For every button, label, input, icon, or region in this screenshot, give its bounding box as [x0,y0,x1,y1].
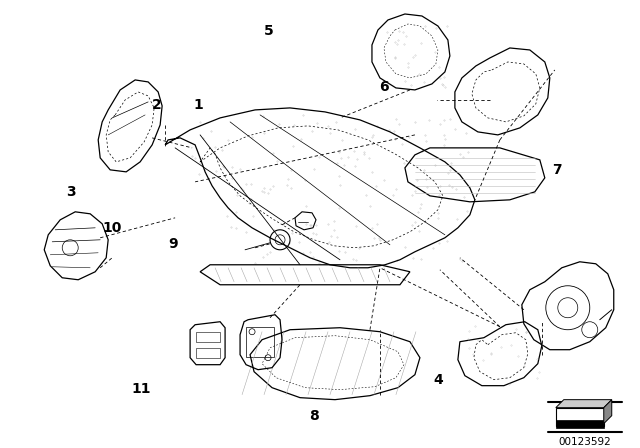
Text: 8: 8 [308,409,319,423]
Bar [196,348,220,358]
Bar [246,327,274,357]
Bar [556,420,604,428]
Text: 00123592: 00123592 [559,437,611,447]
Text: 1: 1 [194,98,204,112]
Text: 4: 4 [433,374,443,388]
Text: 6: 6 [379,80,388,94]
Text: 7: 7 [552,163,561,177]
Text: 5: 5 [264,24,274,39]
Bar [196,332,220,342]
Text: 2: 2 [152,98,162,112]
Text: 10: 10 [102,221,122,235]
Text: 3: 3 [66,185,76,199]
Text: 9: 9 [168,237,178,251]
Text: 11: 11 [131,383,150,396]
Polygon shape [604,400,612,424]
Bar [556,408,604,426]
Polygon shape [556,400,612,408]
